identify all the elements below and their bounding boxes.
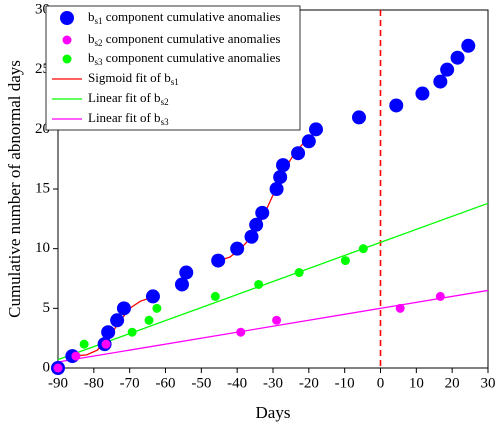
fit-line <box>219 128 320 262</box>
legend-label: Linear fit of bs2 <box>88 90 169 107</box>
point <box>272 315 282 325</box>
legend-label: bs1 component cumulative anomalies <box>88 9 281 26</box>
point <box>461 38 476 53</box>
point <box>358 244 368 254</box>
legend-marker <box>62 54 72 64</box>
x-tick-label: -20 <box>299 375 319 391</box>
point <box>291 146 306 161</box>
point <box>145 289 160 304</box>
x-tick-label: -90 <box>48 375 68 391</box>
legend-marker <box>62 35 72 45</box>
point <box>110 313 125 328</box>
y-tick-label: 10 <box>35 240 50 256</box>
y-tick-label: 5 <box>43 300 51 316</box>
point <box>435 291 445 301</box>
point <box>244 229 259 244</box>
point <box>101 325 116 340</box>
point <box>433 74 448 89</box>
fit-line <box>57 289 489 363</box>
point <box>236 327 246 337</box>
x-tick-label: -50 <box>191 375 211 391</box>
x-tick-label: 10 <box>409 375 424 391</box>
x-tick-label: 20 <box>445 375 460 391</box>
point <box>101 339 111 349</box>
point <box>255 205 270 220</box>
x-tick-label: -70 <box>120 375 140 391</box>
point <box>53 363 63 373</box>
point <box>116 301 131 316</box>
legend-box <box>45 5 301 131</box>
point <box>395 303 405 313</box>
point <box>352 110 366 125</box>
x-tick-label: -30 <box>263 375 283 391</box>
x-axis-label: Days <box>256 403 291 422</box>
point <box>269 182 284 196</box>
x-tick-label: 30 <box>481 375 496 391</box>
plot-area <box>51 38 489 375</box>
x-tick-label: -60 <box>156 375 176 391</box>
point <box>389 98 404 113</box>
point <box>210 291 220 301</box>
legend-label: Linear fit of bs3 <box>88 110 169 127</box>
point <box>309 122 323 137</box>
legend: bs1 component cumulative anomalies bs2 co… <box>45 5 301 131</box>
legend-label: Sigmoid fit of bs1 <box>88 70 179 87</box>
point <box>211 253 226 268</box>
x-tick-label: -80 <box>84 375 104 391</box>
y-axis-label: Cumulative number of abnormal days <box>5 60 24 318</box>
point <box>179 265 194 280</box>
point <box>440 62 455 77</box>
point <box>144 315 154 325</box>
point <box>127 327 137 337</box>
point <box>294 268 304 278</box>
point <box>301 134 316 149</box>
point <box>230 241 245 256</box>
y-tick-label: 15 <box>35 180 50 196</box>
y-tick-label: 0 <box>43 359 51 375</box>
point <box>152 303 162 313</box>
x-tick-label: -10 <box>335 375 355 391</box>
point <box>79 339 89 349</box>
legend-label: bs2 component cumulative anomalies <box>88 31 281 48</box>
point <box>276 158 291 173</box>
point <box>415 86 430 101</box>
legend-label: bs3 component cumulative anomalies <box>88 50 281 67</box>
fit-line <box>57 202 489 361</box>
point <box>450 50 465 65</box>
legend-marker <box>60 11 74 25</box>
point <box>273 170 288 185</box>
x-tick-label: 0 <box>377 375 385 391</box>
point <box>249 217 264 232</box>
point <box>340 256 350 266</box>
point <box>71 351 81 361</box>
x-tick-label: -40 <box>227 375 247 391</box>
point <box>254 279 264 289</box>
point <box>174 277 189 292</box>
